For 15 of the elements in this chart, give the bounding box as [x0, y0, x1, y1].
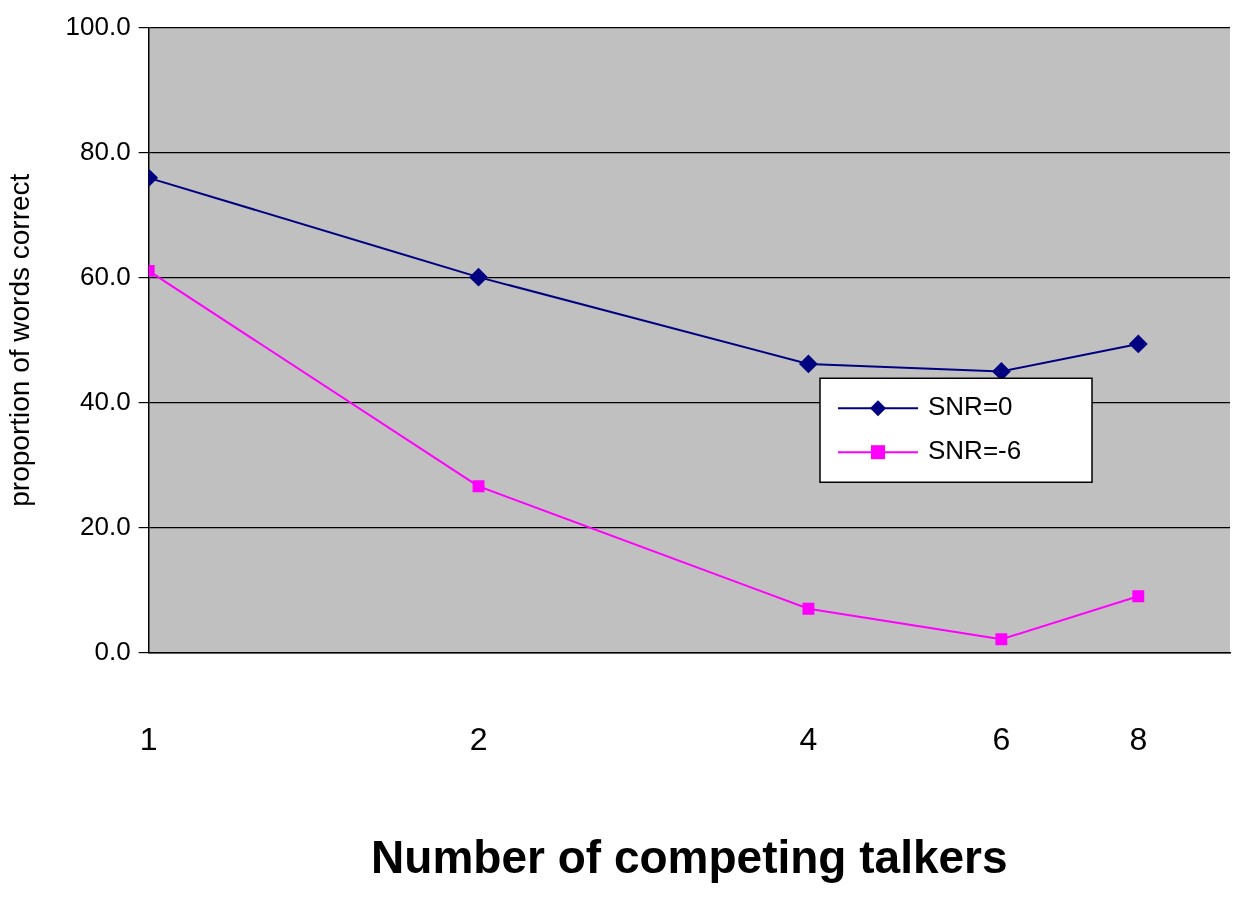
y-tick-label: 40.0 [80, 385, 131, 416]
legend-label: SNR=0 [928, 391, 1013, 422]
y-tick-label: 0.0 [94, 635, 131, 666]
y-tick-label: 100.0 [65, 11, 131, 42]
y-tick-label: 20.0 [80, 510, 131, 541]
x-tick-label: 6 [992, 721, 1011, 758]
y-tick-label: 60.0 [80, 260, 131, 291]
x-tick-label: 1 [139, 721, 158, 758]
y-tick-label: 80.0 [80, 136, 131, 167]
x-tick-label: 4 [799, 721, 818, 758]
x-tick-label: 8 [1129, 721, 1148, 758]
x-tick-label: 2 [469, 721, 488, 758]
x-axis-title: Number of competing talkers [371, 831, 1008, 884]
y-axis-title: proportion of words correct [3, 173, 35, 507]
legend-label: SNR=-6 [928, 435, 1022, 466]
